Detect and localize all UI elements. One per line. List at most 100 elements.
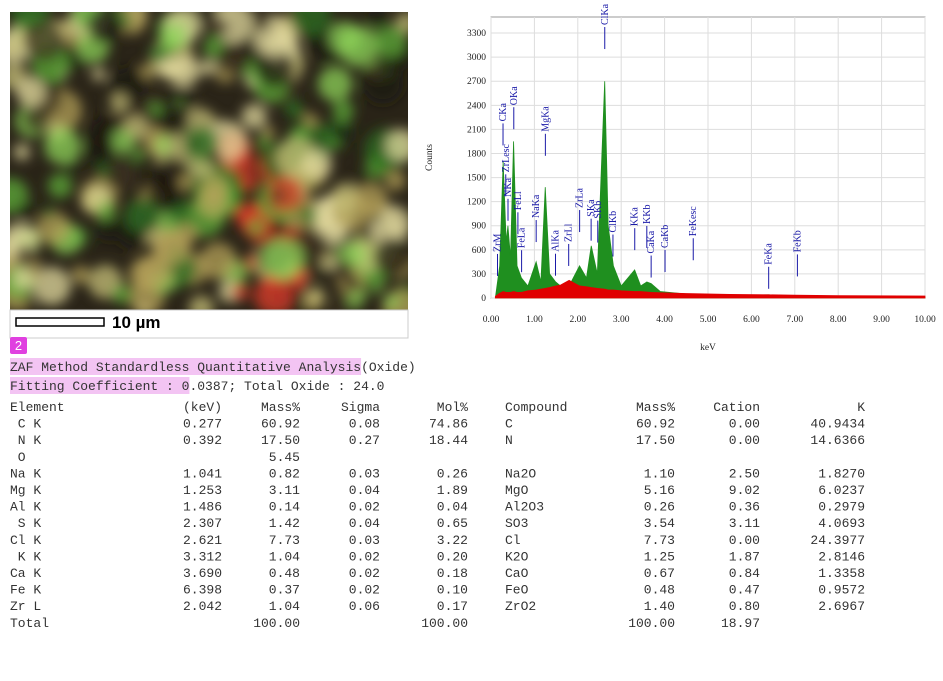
column-header: Element — [10, 400, 65, 415]
texture-blob — [256, 135, 270, 149]
scale-label: 10 µm — [112, 313, 161, 332]
table-cell: 0.20 — [437, 549, 468, 564]
texture-blob — [299, 205, 318, 224]
table-cell: 2.042 — [183, 599, 222, 614]
peak-label: NKa — [503, 177, 514, 196]
table-cell: 3.690 — [183, 566, 222, 581]
texture-blob — [361, 62, 404, 104]
texture-blob — [178, 174, 195, 191]
table-cell: Zr L — [10, 599, 41, 614]
texture-blob — [138, 271, 151, 284]
y-tick-label: 2700 — [467, 77, 486, 87]
table-cell: 4.0693 — [818, 516, 865, 531]
x-tick-label: 6.00 — [743, 315, 760, 325]
micrograph-texture — [10, 12, 408, 310]
table-cell: 5.45 — [269, 450, 300, 465]
table-cell: Al K — [10, 500, 41, 515]
texture-blob — [332, 100, 354, 122]
spectrum-chart: 0 300 600 900 1200 1500 1800 2100 2400 2700 3000 33… — [425, 3, 936, 353]
y-tick-label: 3000 — [467, 53, 486, 63]
texture-blob — [254, 47, 295, 88]
table-cell: 3.54 — [644, 516, 675, 531]
texture-blob — [96, 216, 122, 242]
texture-blob — [123, 197, 160, 234]
table-cell: 0.26 — [437, 466, 468, 481]
x-tick-label: 3.00 — [613, 315, 630, 325]
texture-blob — [253, 275, 294, 310]
badge-label: 2 — [15, 338, 22, 353]
y-tick-label: 2400 — [467, 101, 486, 111]
texture-blob — [295, 125, 308, 138]
texture-blob — [215, 41, 250, 77]
column-header: Mol% — [437, 400, 468, 415]
table-cell: 0.04 — [437, 500, 468, 515]
table-cell: Ca K — [10, 566, 41, 581]
peak-label: NaKa — [531, 194, 542, 218]
texture-blob — [188, 295, 214, 310]
table-cell: Na2O — [505, 466, 536, 481]
table-cell: 1.87 — [729, 549, 760, 564]
texture-blob — [43, 206, 56, 219]
table-cell: 9.02 — [729, 483, 760, 498]
texture-blob — [206, 14, 230, 39]
y-tick-label: 1200 — [467, 198, 486, 208]
table-cell: 6.398 — [183, 583, 222, 598]
texture-blob — [112, 284, 132, 304]
table-cell: Al2O3 — [505, 500, 544, 515]
table-cell: 5.16 — [644, 483, 675, 498]
table-cell: 60.92 — [261, 417, 300, 432]
texture-blob — [197, 187, 229, 219]
texture-blob — [168, 56, 200, 87]
texture-blob — [385, 170, 406, 191]
x-tick-label: 4.00 — [656, 315, 673, 325]
table-cell: 3.22 — [437, 533, 468, 548]
peak-label: CaKa — [646, 230, 657, 253]
peak-label: FeKb — [792, 230, 803, 252]
table-cell: 0.9572 — [818, 583, 865, 598]
texture-blob — [233, 206, 247, 221]
y-tick-label: 600 — [472, 246, 487, 256]
table-cell: 1.3358 — [818, 566, 865, 581]
table-cell: 0.03 — [349, 466, 380, 481]
table-cell: Fe K — [10, 583, 41, 598]
texture-blob — [206, 149, 224, 167]
table-cell: 7.73 — [644, 533, 675, 548]
texture-blob — [36, 210, 70, 245]
x-tick-label: 5.00 — [700, 315, 717, 325]
fitting-text: .0387; Total Oxide : 24.0 — [189, 379, 384, 394]
texture-blob — [81, 191, 103, 213]
texture-blob — [84, 133, 116, 165]
spectrum-area — [494, 279, 926, 299]
texture-blob — [374, 25, 407, 58]
table-cell: 0.04 — [349, 483, 380, 498]
texture-blob — [162, 23, 186, 48]
peak-label: SKb — [593, 201, 604, 219]
table-cell: Na K — [10, 466, 41, 481]
table-cell: 1.04 — [269, 549, 300, 564]
peak-label: FeLl — [513, 191, 524, 210]
table-cell: N K — [10, 433, 41, 448]
table-cell: 1.8270 — [818, 466, 865, 481]
table-cell: 0.2979 — [818, 500, 865, 515]
table-cell: 1.10 — [644, 466, 675, 481]
table-cell: Total — [10, 616, 49, 631]
texture-blob — [91, 67, 106, 82]
highlight — [10, 377, 190, 394]
texture-blob — [87, 12, 123, 45]
table-cell: 0.06 — [349, 599, 380, 614]
texture-blob — [271, 188, 285, 203]
table-cell: 40.9434 — [810, 417, 865, 432]
y-tick-label: 300 — [472, 270, 487, 280]
table-cell: 0.14 — [269, 500, 300, 515]
table-cell: 1.04 — [269, 599, 300, 614]
table-cell: 7.73 — [269, 533, 300, 548]
x-tick-label: 7.00 — [786, 315, 803, 325]
table-cell: 0.36 — [729, 500, 760, 515]
peak-label: SKa — [586, 199, 597, 217]
texture-blob — [345, 277, 360, 292]
fitting-text: Fitting Coefficient : 0 — [10, 379, 189, 394]
texture-blob — [385, 128, 408, 163]
peak-label: ZrLesc — [501, 143, 512, 172]
table-cell: 1.486 — [183, 500, 222, 515]
